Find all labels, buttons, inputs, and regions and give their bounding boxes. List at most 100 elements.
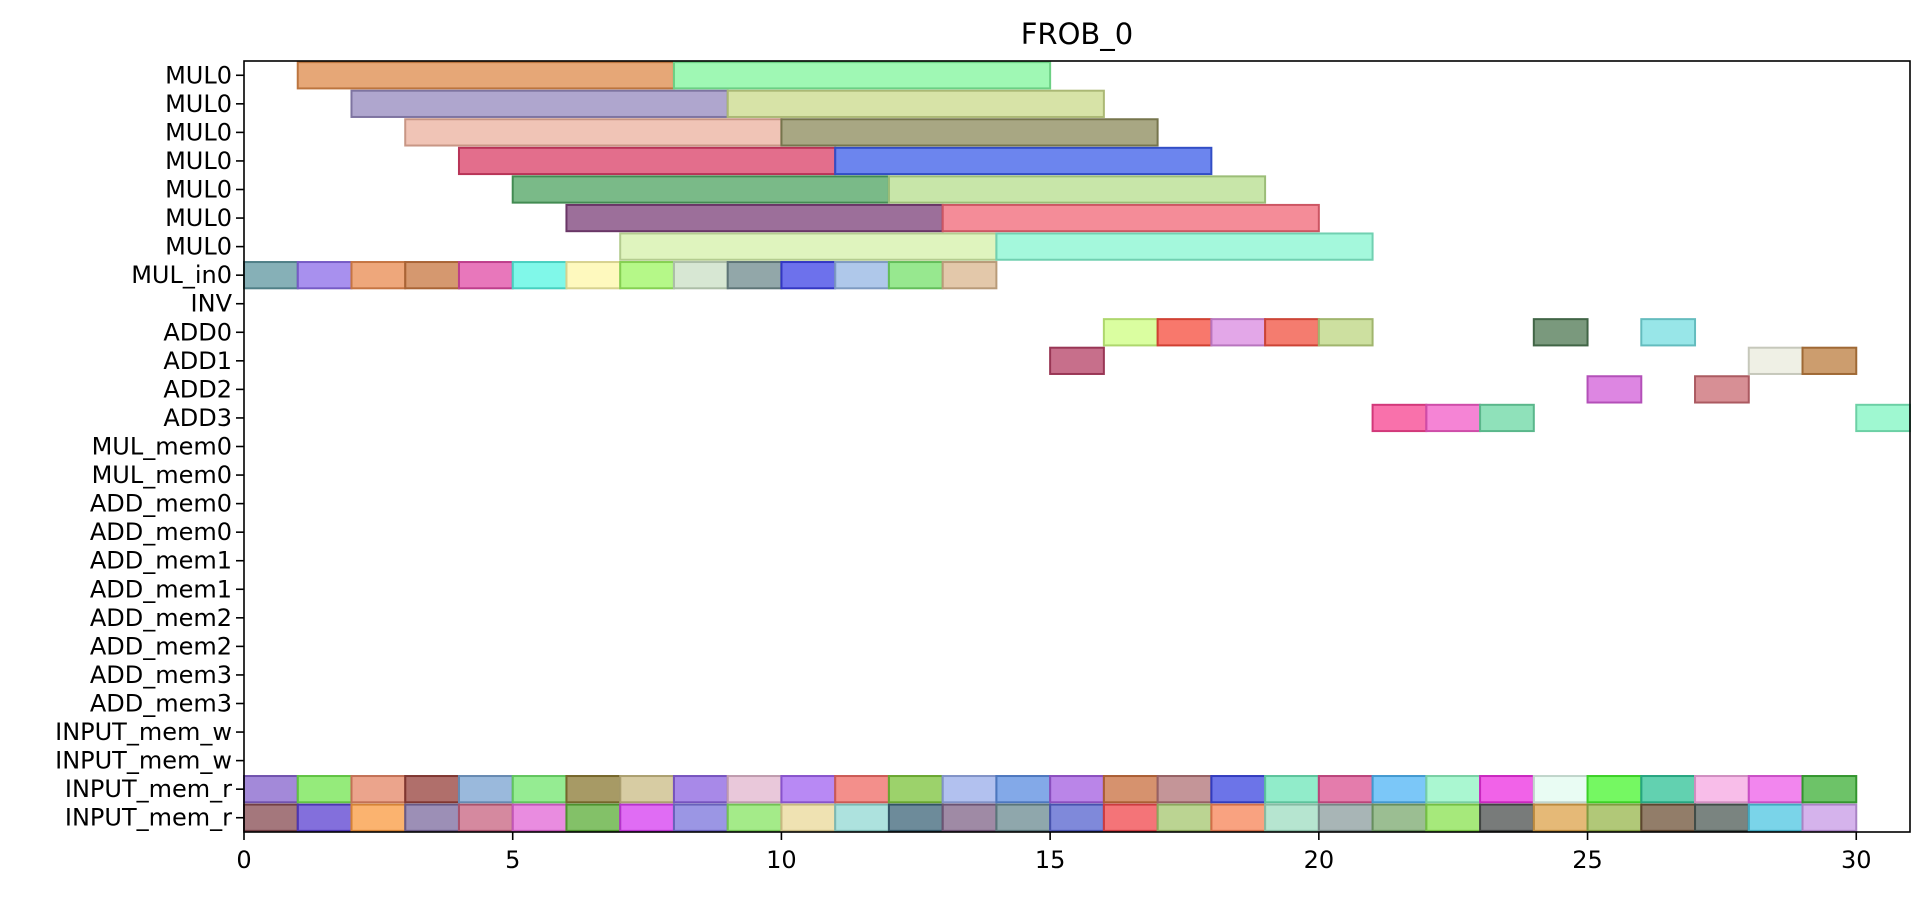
bars-layer (243, 61, 1911, 832)
y-tick-label: ADD_mem2 (90, 604, 232, 632)
task-bar (243, 775, 299, 804)
y-tick-label: INPUT_mem_r (65, 775, 232, 803)
task-bar (1532, 803, 1589, 832)
task-bar (1640, 318, 1697, 347)
x-axis: 0 5 10 15 20 25 30 (236, 832, 1872, 874)
task-bar (296, 61, 675, 90)
task-bar (243, 803, 299, 832)
task-bar (1317, 318, 1374, 347)
y-tick-label: INV (191, 290, 233, 318)
task-bar (1264, 318, 1320, 347)
task-bar (1102, 318, 1159, 347)
task-bar (457, 146, 837, 176)
task-bar (565, 775, 622, 804)
x-tick-label: 10 (766, 846, 797, 874)
task-bar (1425, 775, 1482, 804)
task-bar (726, 261, 783, 290)
task-bar (672, 261, 729, 290)
y-tick-label: ADD_mem2 (90, 632, 232, 660)
task-bar (1371, 775, 1428, 804)
task-bar (995, 803, 1052, 832)
task-bar (941, 803, 998, 832)
task-bar (887, 803, 944, 832)
y-tick-label: ADD_mem0 (90, 490, 232, 518)
task-bar (404, 261, 460, 290)
task-bar (350, 261, 407, 290)
task-bar (1317, 803, 1374, 832)
task-bar (672, 803, 729, 832)
task-bar (834, 261, 890, 290)
y-tick-label: ADD_mem3 (90, 661, 232, 689)
task-bar (296, 775, 353, 804)
task-bar (1102, 775, 1159, 804)
task-bar (672, 775, 729, 804)
y-tick-label: ADD_mem3 (90, 690, 232, 718)
task-bar (404, 803, 460, 832)
y-tick-label: ADD_mem1 (90, 575, 232, 603)
task-bar (1156, 775, 1213, 804)
y-tick-label: ADD2 (163, 375, 232, 403)
y-tick-label: MUL0 (165, 118, 232, 146)
task-bar (941, 261, 998, 290)
task-bar (1586, 375, 1643, 404)
task-bar (404, 775, 460, 804)
task-bar (1210, 775, 1267, 804)
task-bar (1210, 318, 1267, 347)
task-bar (1317, 775, 1374, 804)
y-tick-label: ADD3 (163, 404, 232, 432)
task-bar (780, 803, 837, 832)
task-bar (887, 775, 944, 804)
plot-frame (243, 60, 1911, 833)
task-bar (1801, 803, 1858, 832)
task-bar (1855, 403, 1911, 433)
task-bar (619, 232, 998, 261)
task-bar (1640, 775, 1697, 804)
y-tick-label: MUL0 (165, 90, 232, 118)
task-bar (296, 803, 353, 832)
task-bar (619, 261, 675, 290)
task-bar (672, 61, 1052, 90)
y-tick-label: MUL0 (165, 204, 232, 232)
task-bar (1532, 318, 1589, 347)
y-axis-labels: MUL0MUL0MUL0MUL0MUL0MUL0MUL0MUL_in0INVAD… (55, 61, 244, 832)
y-tick-label: MUL_in0 (131, 261, 232, 289)
task-bar (1747, 775, 1804, 804)
task-bar (1694, 803, 1750, 832)
task-bar (1264, 775, 1320, 804)
task-bar (350, 775, 407, 804)
task-bar (887, 261, 944, 290)
task-bar (1210, 803, 1267, 832)
task-bar (1586, 775, 1643, 804)
x-tick-label: 20 (1304, 846, 1335, 874)
task-bar (1801, 346, 1858, 375)
task-bar (565, 203, 944, 233)
task-bar (511, 175, 890, 204)
chart-title: FROB_0 (1021, 17, 1134, 51)
task-bar (726, 803, 783, 832)
task-bar (941, 775, 998, 804)
x-tick-label: 30 (1841, 846, 1872, 874)
task-bar (511, 803, 568, 832)
task-bar (404, 118, 783, 147)
task-bar (1049, 775, 1105, 804)
task-bar (1532, 775, 1589, 804)
y-tick-label: INPUT_mem_w (55, 747, 232, 775)
task-bar (296, 261, 353, 290)
task-bar (565, 803, 622, 832)
task-bar (1264, 803, 1320, 832)
task-bar (726, 89, 1105, 118)
task-bar (1801, 775, 1858, 804)
task-bar (1425, 403, 1482, 433)
task-bar (995, 232, 1374, 261)
task-bar (457, 775, 514, 804)
task-bar (995, 775, 1052, 804)
task-bar (457, 803, 514, 832)
task-bar (834, 775, 890, 804)
y-tick-label: MUL_mem0 (92, 433, 232, 461)
task-bar (1371, 403, 1428, 433)
task-bar (834, 146, 1213, 176)
task-bar (780, 261, 837, 290)
y-tick-label: MUL0 (165, 233, 232, 261)
task-bar (1479, 403, 1535, 433)
